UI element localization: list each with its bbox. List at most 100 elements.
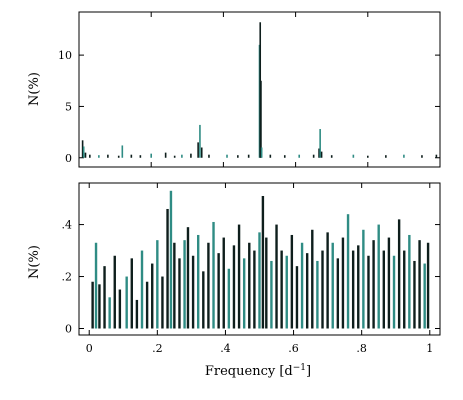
bottom-bar [253, 250, 256, 329]
top-bar [320, 151, 323, 158]
bottom-bar [423, 263, 426, 329]
top-bar [260, 80, 262, 158]
bottom-bar [108, 297, 111, 329]
top-bar [197, 142, 199, 158]
bottom-bar [156, 240, 159, 329]
bottom-bar [295, 266, 299, 329]
top-bar [181, 154, 183, 158]
bottom-bar [341, 237, 345, 329]
bottom-bar [387, 237, 391, 329]
top-bar [367, 155, 369, 158]
bottom-bar [166, 208, 169, 329]
bottom-bar [290, 234, 294, 329]
top-bar [385, 155, 387, 158]
bottom-bar [191, 255, 195, 329]
bottom-y-tick-label: .4 [62, 219, 73, 232]
top-bar [247, 154, 250, 158]
top-y-tick-label: 5 [65, 100, 72, 113]
bottom-x-tick-label: .8 [356, 342, 367, 355]
top-bar [319, 129, 321, 158]
top-bar [82, 146, 85, 158]
bottom-bar [311, 229, 314, 329]
bottom-y-tick-label: 0 [65, 323, 72, 336]
bottom-bar [125, 276, 128, 329]
top-bar [226, 154, 228, 158]
top-bar [352, 154, 355, 158]
bottom-bar [98, 284, 101, 329]
top-bar [237, 155, 239, 158]
top-bar [318, 148, 320, 158]
bottom-bar [186, 227, 190, 329]
top-bar [117, 155, 120, 158]
top-bar [81, 140, 84, 158]
x-axis-title-close-bracket: ] [306, 364, 311, 379]
bottom-bar [207, 242, 210, 329]
top-bar [173, 155, 176, 158]
bottom-bar [377, 224, 380, 329]
bottom-bar [212, 221, 215, 329]
bottom-bar [178, 258, 181, 329]
x-axis-title-main: Frequency [205, 364, 276, 379]
top-bar [208, 154, 210, 158]
bottom-bar [103, 266, 106, 329]
bottom-bar [397, 219, 401, 329]
bottom-bar [140, 250, 144, 329]
bottom-bar [173, 242, 176, 329]
top-bar [89, 154, 91, 158]
bottom-bar [169, 190, 173, 329]
bottom-bar [258, 232, 261, 329]
bottom-bar [222, 237, 225, 329]
x-axis-title-exponent: −1 [293, 363, 306, 373]
bottom-bar [367, 255, 370, 329]
bottom-bar [151, 263, 154, 329]
bottom-x-tick-label: .6 [288, 342, 299, 355]
top-bar [269, 154, 272, 158]
bottom-bar [357, 245, 360, 329]
bottom-bar [217, 253, 220, 329]
top-bar [139, 155, 142, 158]
bottom-bar [227, 268, 231, 329]
bottom-x-tick-label: .2 [152, 342, 163, 355]
bottom-bar [351, 250, 355, 329]
top-bar [200, 147, 203, 158]
bottom-bar [408, 234, 411, 329]
bottom-bar [130, 258, 133, 329]
top-bar [98, 155, 100, 158]
bottom-x-ticks: 0 .2 .4 .6 .8 1 [86, 183, 433, 355]
bottom-bar [202, 271, 205, 329]
top-bar [330, 155, 333, 158]
top-bar [190, 153, 192, 158]
bottom-bar [237, 224, 241, 329]
top-bar [150, 153, 152, 158]
bottom-bar [261, 195, 265, 329]
x-axis-title-unit: d [284, 364, 292, 379]
bottom-y-axis-title: N(%) [27, 245, 42, 279]
top-bar [121, 145, 124, 158]
bottom-panel: 0 .2 .4 0 .2 .4 .6 .8 1 N(%) Frequency [d−1] [27, 182, 441, 379]
top-panel-frame [78, 11, 441, 168]
bottom-bar [232, 245, 236, 329]
bottom-bar [326, 232, 329, 329]
bottom-y-tick-label: .2 [62, 271, 73, 284]
top-y-tick-label: 10 [58, 49, 72, 62]
bottom-bar [270, 260, 273, 329]
top-bar [435, 154, 438, 158]
bottom-bar [403, 250, 406, 329]
bottom-bar [280, 250, 283, 329]
bottom-x-tick-label: 1 [426, 342, 433, 355]
x-axis-title: Frequency [d−1] [205, 363, 311, 379]
top-bar [403, 154, 405, 158]
bottom-bar [94, 242, 98, 329]
bottom-bar [418, 240, 421, 329]
top-bar [260, 147, 263, 158]
bottom-bar [265, 237, 268, 329]
bottom-bar [321, 250, 324, 329]
bottom-x-tick-label: 0 [86, 342, 93, 355]
top-bars [81, 22, 438, 158]
top-bar [283, 155, 286, 158]
bottom-bar [346, 214, 350, 329]
top-x-ticks [78, 12, 441, 167]
bottom-bar [316, 260, 319, 329]
top-bar [421, 155, 423, 158]
